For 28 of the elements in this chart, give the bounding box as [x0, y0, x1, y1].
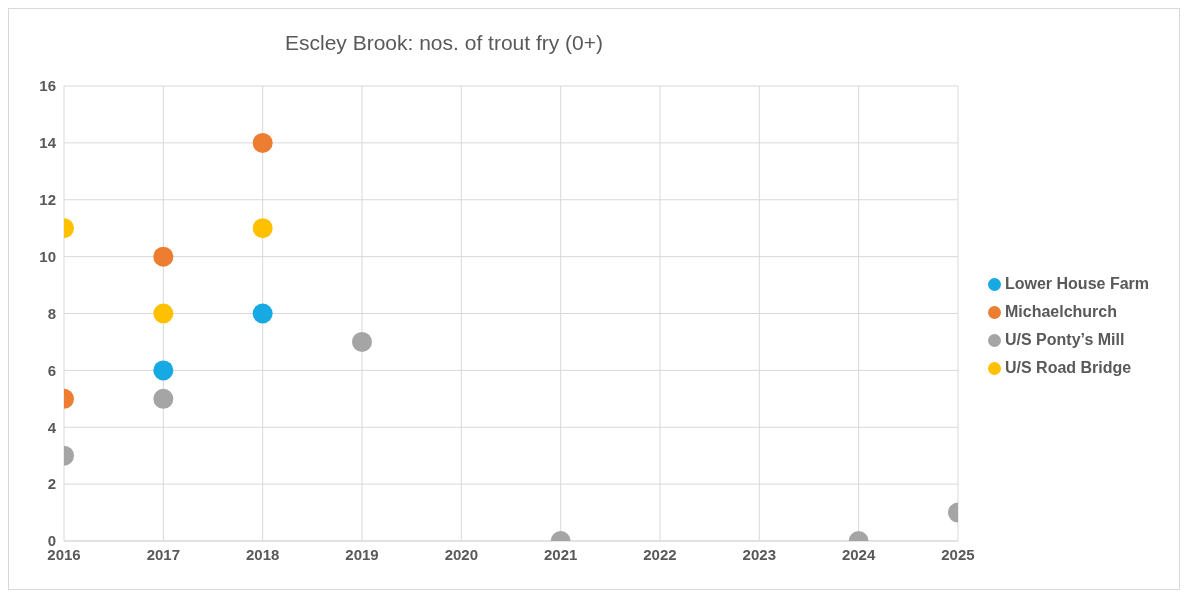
x-tick-label: 2018	[245, 545, 280, 563]
y-tick-label: 14	[39, 134, 57, 152]
x-tick-label: 2017	[146, 545, 181, 563]
y-tick-label: 6	[47, 361, 56, 379]
chart-title: Escley Brook: nos. of trout fry (0+)	[283, 30, 604, 56]
y-tick-label: 8	[47, 304, 56, 322]
x-tick-label: 2020	[444, 545, 479, 563]
point	[153, 303, 174, 324]
y-tick-label: 4	[47, 418, 57, 436]
x-tick-label: 2019	[345, 545, 379, 563]
x-tick-label: 2022	[643, 545, 677, 563]
point	[252, 303, 273, 324]
x-tick-label: 2021	[543, 545, 578, 563]
y-tick-label: 2	[47, 475, 56, 493]
y-tick-label: 12	[39, 191, 56, 209]
y-tick-label: 10	[39, 247, 56, 265]
x-tick-label: 2023	[742, 545, 776, 563]
point	[252, 132, 273, 153]
legend-label: Michaelchurch	[1004, 303, 1117, 320]
y-tick-label: 16	[39, 77, 56, 95]
point	[252, 218, 273, 239]
point	[153, 360, 174, 381]
legend-label: U/S Ponty’s Mill	[1004, 331, 1125, 348]
legend-label: U/S Road Bridge	[1004, 359, 1132, 376]
x-tick-label: 2025	[941, 545, 975, 563]
x-tick-label: 2024	[841, 545, 876, 563]
legend-label: Lower House Farm	[1004, 275, 1149, 292]
point	[153, 246, 174, 267]
